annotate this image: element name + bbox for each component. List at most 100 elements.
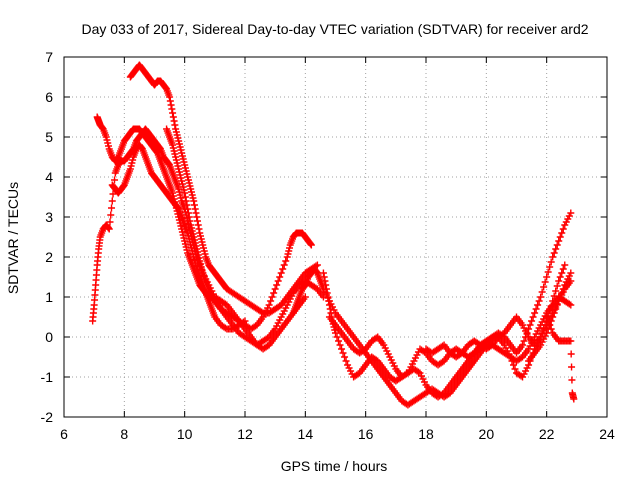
y-tick-label: 6: [45, 89, 53, 105]
data-point: [528, 317, 536, 325]
data-point: [567, 269, 575, 277]
data-point: [282, 257, 290, 265]
y-tick-label: 7: [45, 49, 53, 65]
data-point: [567, 350, 575, 358]
x-tick-label: 6: [60, 426, 68, 442]
data-point: [552, 305, 560, 313]
data-point: [568, 376, 576, 384]
data-point: [531, 309, 539, 317]
data-point: [183, 201, 191, 209]
data-point: [194, 221, 202, 229]
data-point: [553, 241, 561, 249]
data-point: [265, 301, 273, 309]
data-point: [555, 237, 563, 245]
data-point: [322, 285, 330, 293]
data-point: [544, 268, 552, 276]
data-point: [279, 265, 287, 273]
plot-frame: [63, 56, 608, 418]
data-point: [520, 337, 528, 345]
data-points: [89, 61, 578, 409]
data-point: [526, 321, 534, 329]
data-point: [544, 317, 552, 325]
data-point: [270, 289, 278, 297]
data-point: [540, 283, 548, 291]
data-point: [402, 370, 410, 378]
data-point: [547, 325, 555, 333]
data-point: [541, 278, 549, 286]
data-point: [280, 261, 288, 269]
data-point: [195, 225, 203, 233]
series-track-i: [422, 261, 569, 361]
data-point: [169, 109, 177, 117]
data-point: [301, 293, 309, 301]
data-point: [543, 273, 551, 281]
data-point: [529, 313, 537, 321]
data-point: [111, 176, 119, 184]
data-point: [567, 337, 575, 345]
data-point: [550, 249, 558, 257]
y-tick-label: 1: [45, 289, 53, 305]
data-point: [553, 282, 561, 290]
data-point: [109, 190, 117, 198]
data-point: [555, 297, 563, 305]
data-point: [108, 197, 116, 205]
data-point: [276, 273, 284, 281]
x-tick-label: 8: [120, 426, 128, 442]
data-point: [550, 292, 558, 300]
data-point: [538, 288, 546, 296]
data-point: [184, 209, 192, 217]
series-track-d: [126, 61, 321, 317]
x-tick-label: 12: [237, 426, 253, 442]
series-track-c: [108, 141, 249, 333]
data-point: [558, 289, 566, 297]
data-point: [549, 313, 557, 321]
data-point: [549, 253, 557, 261]
data-point: [568, 363, 576, 371]
data-point: [271, 285, 279, 293]
data-point: [277, 269, 285, 277]
data-point: [108, 204, 116, 212]
data-point: [181, 189, 189, 197]
x-tick-label: 14: [298, 426, 314, 442]
x-tick-label: 10: [177, 426, 193, 442]
data-point: [307, 240, 315, 248]
data-point: [166, 97, 174, 105]
data-point: [321, 277, 329, 285]
data-point: [532, 305, 540, 313]
data-point: [537, 293, 545, 301]
data-point: [535, 297, 543, 305]
data-point: [509, 361, 517, 369]
data-point: [104, 224, 112, 232]
data-point: [273, 281, 281, 289]
x-tick-label: 20: [479, 426, 495, 442]
axis-ticks: [63, 56, 608, 418]
data-point: [552, 287, 560, 295]
data-point: [332, 329, 339, 337]
x-axis-label: GPS time / hours: [281, 458, 388, 474]
data-point: [335, 337, 343, 345]
data-point: [325, 297, 333, 305]
y-tick-label: -2: [41, 409, 54, 425]
data-point: [543, 329, 551, 337]
data-point: [567, 209, 575, 217]
data-point: [107, 211, 115, 219]
data-point: [324, 293, 332, 301]
data-point: [511, 365, 519, 373]
data-point: [556, 233, 564, 241]
data-point: [166, 93, 174, 101]
data-point: [171, 121, 179, 129]
data-point: [193, 217, 201, 225]
data-point: [558, 229, 566, 237]
data-point: [274, 277, 282, 285]
data-point: [555, 277, 563, 285]
data-point: [565, 300, 573, 308]
data-point: [336, 341, 344, 349]
data-point: [543, 313, 551, 321]
data-point: [534, 301, 542, 309]
x-tick-label: 18: [418, 426, 434, 442]
data-point: [168, 105, 176, 113]
data-point: [186, 217, 194, 225]
data-point: [182, 197, 190, 205]
grid-lines: [64, 57, 607, 417]
data-point: [170, 117, 178, 125]
